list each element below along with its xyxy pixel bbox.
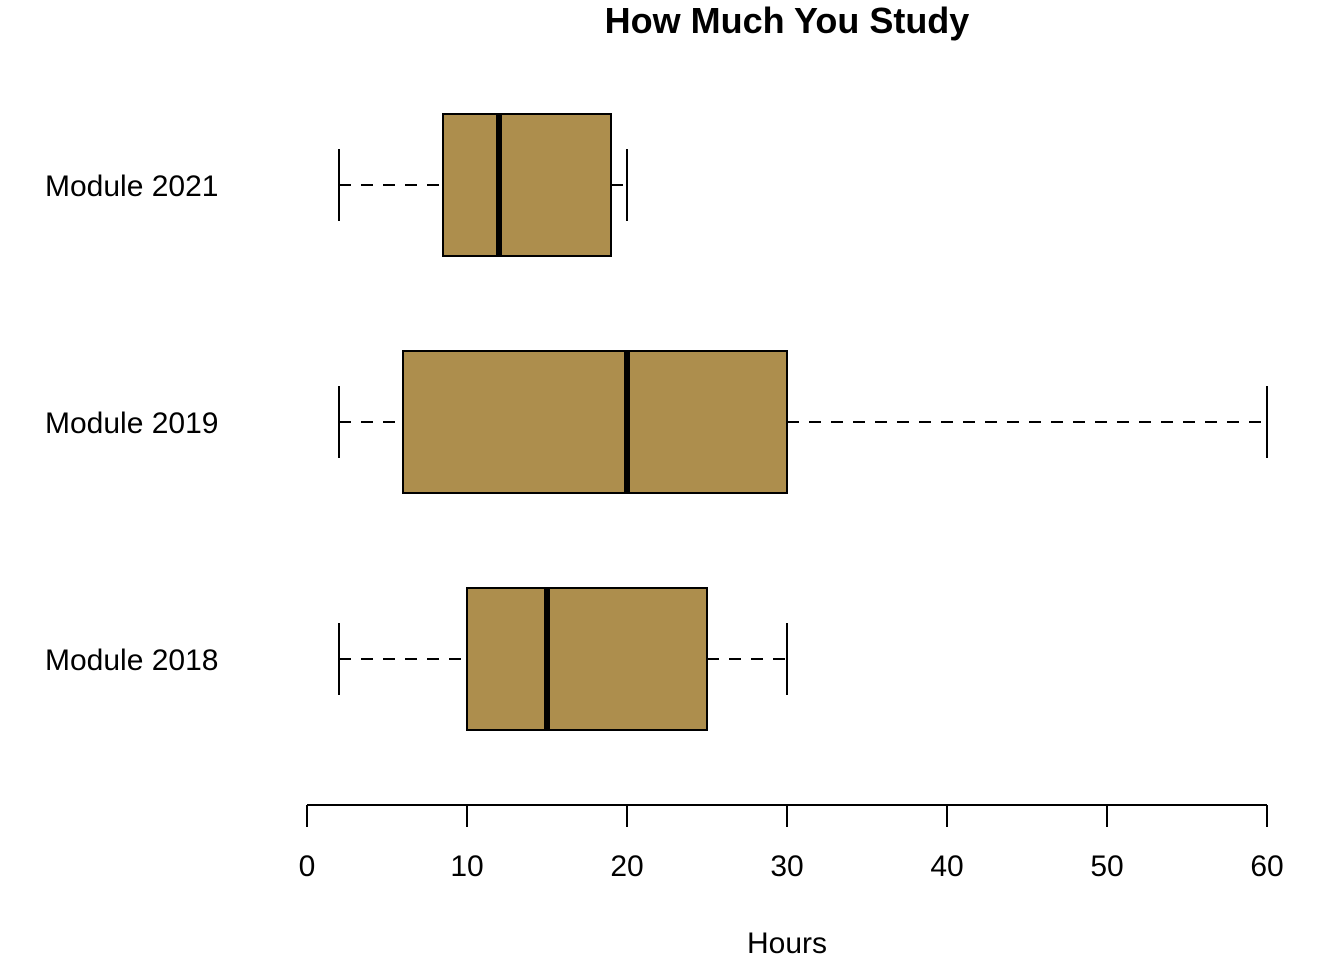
box-iqr: [402, 350, 788, 494]
x-tick-label: 20: [610, 850, 643, 883]
box-iqr: [466, 587, 708, 731]
category-label-module-2019: Module 2019: [45, 407, 218, 440]
x-axis: 0 10 20 30 40 50 60: [299, 804, 1284, 883]
box-group-module-2018: Module 2018: [45, 587, 788, 731]
x-tick-label: 10: [450, 850, 483, 883]
x-axis-label: Hours: [747, 927, 827, 960]
box-group-module-2021: Module 2021: [45, 113, 628, 257]
plot-area: Module 2021 Module 2019 Module 2018: [45, 113, 1268, 731]
x-tick-label: 40: [930, 850, 963, 883]
box-iqr: [442, 113, 612, 257]
x-tick-label: 50: [1090, 850, 1123, 883]
category-label-module-2018: Module 2018: [45, 644, 218, 677]
x-tick-label: 0: [299, 850, 316, 883]
category-label-module-2021: Module 2021: [45, 170, 218, 203]
x-tick-label: 60: [1250, 850, 1283, 883]
box-group-module-2019: Module 2019: [45, 350, 1268, 494]
chart-title: How Much You Study: [605, 0, 970, 41]
x-tick-label: 30: [770, 850, 803, 883]
